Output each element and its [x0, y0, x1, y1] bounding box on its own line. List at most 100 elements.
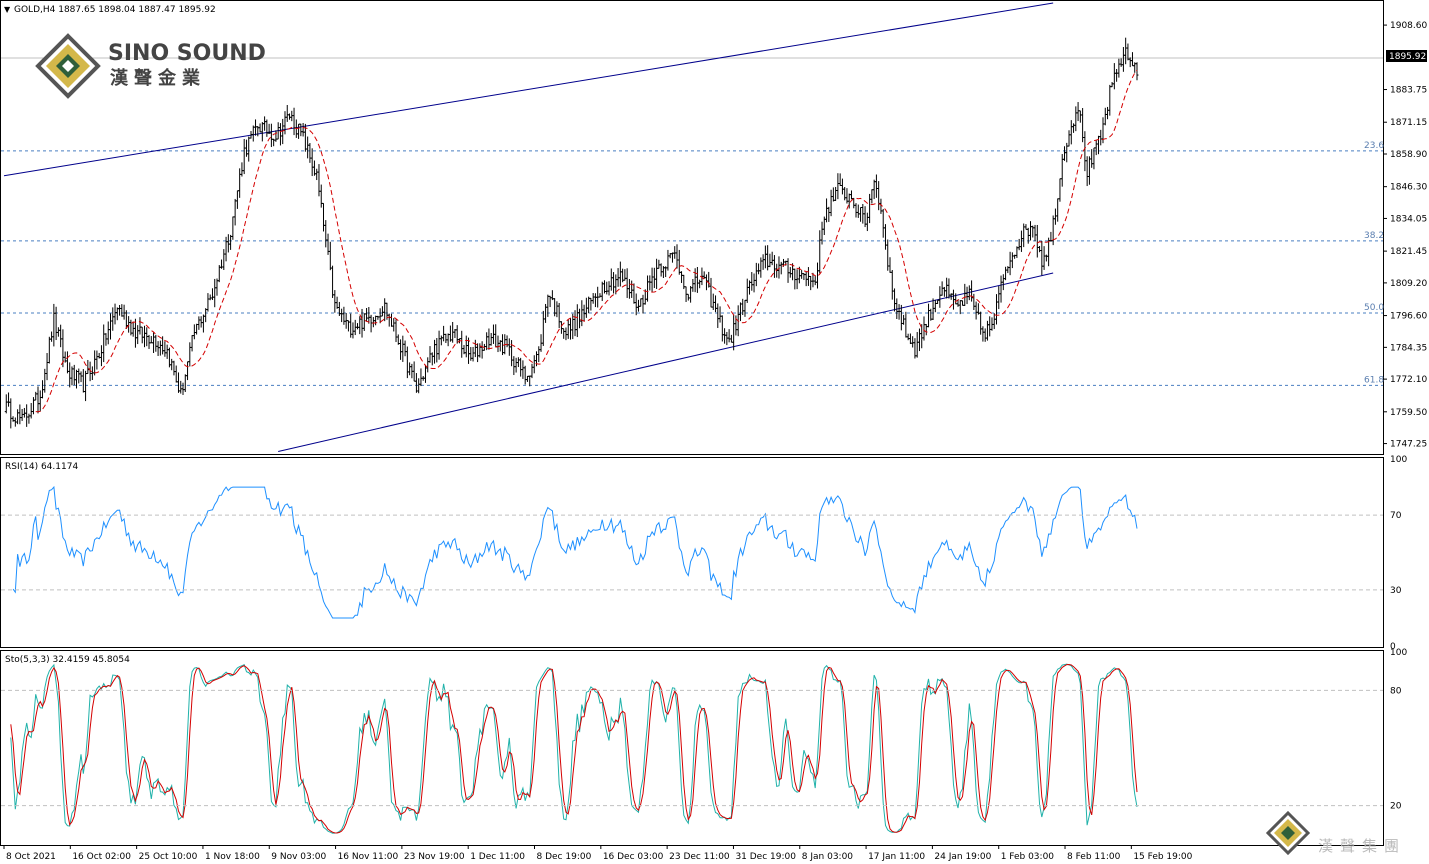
ohlc-bar	[840, 178, 844, 195]
ohlc-bar	[20, 408, 24, 421]
ohlc-bar	[600, 281, 604, 302]
ohlc-bar	[242, 138, 246, 175]
ohlc-bar	[931, 298, 935, 320]
ohlc-bar	[369, 314, 373, 333]
ohlc-bar	[881, 208, 885, 238]
ohlc-bar	[809, 275, 813, 291]
ohlc-bar	[355, 323, 359, 330]
ohlc-bar	[999, 275, 1003, 303]
ohlc-bar	[945, 277, 949, 299]
ohlc-bar	[1053, 208, 1057, 225]
ohlc-bar	[401, 335, 405, 362]
time-tick-label: 16 Nov 11:00	[338, 852, 399, 862]
rsi-line	[12, 485, 1138, 619]
current-price-tag: 1895.92	[1386, 50, 1427, 62]
ohlc-bar	[1040, 240, 1044, 276]
ohlc-bar	[911, 336, 915, 348]
ohlc-bar	[235, 190, 239, 209]
ohlc-bar	[1056, 198, 1060, 222]
ohlc-bar	[56, 327, 60, 337]
stochastic-tick-label: 20	[1390, 802, 1402, 812]
ohlc-bar	[890, 270, 894, 300]
ohlc-bar	[908, 333, 912, 345]
ohlc-bar	[559, 321, 563, 334]
symbol-info: GOLD,H4 1887.65 1898.04 1887.47 1895.92	[14, 5, 216, 15]
ohlc-bar	[983, 328, 987, 342]
ohlc-bar	[743, 299, 747, 317]
ohlc-bar	[569, 317, 572, 340]
ohlc-bar	[927, 303, 931, 328]
ohlc-bar	[562, 328, 566, 339]
ohlc-bar	[834, 186, 838, 201]
time-tick-label: 8 Oct 2021	[6, 852, 56, 862]
ohlc-bar	[636, 299, 640, 312]
symbol-dropdown-icon[interactable]: ▼	[4, 5, 11, 14]
ohlc-bar	[213, 278, 217, 308]
price-tick-label: 1809.20	[1390, 279, 1427, 289]
ohlc-bar	[675, 244, 679, 269]
ohlc-bar	[485, 332, 489, 351]
ohlc-bar	[609, 268, 613, 291]
ohlc-bar	[593, 293, 597, 308]
ohlc-bar	[331, 265, 335, 298]
ohlc-bar	[231, 216, 235, 240]
ohlc-bar	[827, 206, 831, 222]
ohlc-bar	[1062, 146, 1066, 161]
ohlc-bar	[138, 317, 142, 335]
ohlc-bar	[340, 308, 344, 323]
ohlc-bar	[745, 278, 749, 303]
ohlc-bar	[566, 319, 570, 339]
ma-line	[35, 69, 1138, 413]
ohlc-bar	[301, 122, 305, 137]
rsi-tick-label: 70	[1390, 511, 1402, 521]
ohlc-bar	[888, 257, 892, 273]
ohlc-bar	[902, 314, 906, 325]
ohlc-bar	[394, 319, 398, 343]
ohlc-bar	[505, 335, 509, 348]
ohlc-bar	[1090, 149, 1094, 168]
ohlc-bar	[985, 320, 989, 341]
ohlc-bar	[442, 325, 446, 342]
ohlc-bar	[195, 323, 199, 335]
ohlc-bar	[723, 328, 727, 344]
ohlc-bar	[514, 357, 518, 373]
fib-level-label: 50.0	[1364, 303, 1384, 313]
ohlc-bar	[634, 293, 638, 316]
time-tick-label: 1 Dec 11:00	[470, 852, 525, 862]
ohlc-bar	[387, 313, 391, 327]
ohlc-bar	[170, 358, 174, 371]
ohlc-bar	[686, 293, 690, 301]
rsi-panel-frame	[0, 457, 1384, 648]
ohlc-bar	[1067, 130, 1071, 147]
price-tick-label: 1883.75	[1390, 86, 1427, 96]
ohlc-bar	[849, 190, 853, 200]
stochastic-signal-line	[10, 663, 1138, 834]
ohlc-bar	[698, 279, 702, 289]
ohlc-bar	[786, 258, 790, 283]
ohlc-bar	[768, 253, 772, 268]
ohlc-bar	[197, 316, 201, 330]
price-tick-label: 1772.10	[1390, 375, 1427, 385]
ohlc-bar	[328, 241, 332, 271]
ohlc-bar	[201, 314, 205, 333]
moving-average	[35, 69, 1138, 413]
ohlc-bar	[1124, 37, 1128, 65]
ohlc-bar	[383, 298, 387, 322]
ohlc-bar	[310, 148, 314, 177]
ohlc-bar	[68, 362, 72, 388]
stochastic-tick-label: 100	[1390, 648, 1407, 658]
ohlc-bar	[573, 310, 577, 337]
fib-level-label: 23.6	[1364, 141, 1384, 151]
ohlc-bar	[206, 293, 210, 312]
ohlc-bar	[512, 356, 516, 376]
ohlc-bar	[530, 363, 534, 379]
ohlc-bar	[380, 306, 384, 317]
ohlc-bar	[598, 293, 602, 298]
ohlc-bar	[299, 123, 303, 137]
ohlc-bar	[183, 374, 187, 393]
ohlc-bar	[1085, 156, 1089, 187]
ohlc-bar	[1024, 224, 1028, 230]
ohlc-bar	[222, 249, 226, 270]
time-tick-label: 8 Dec 19:00	[537, 852, 592, 862]
